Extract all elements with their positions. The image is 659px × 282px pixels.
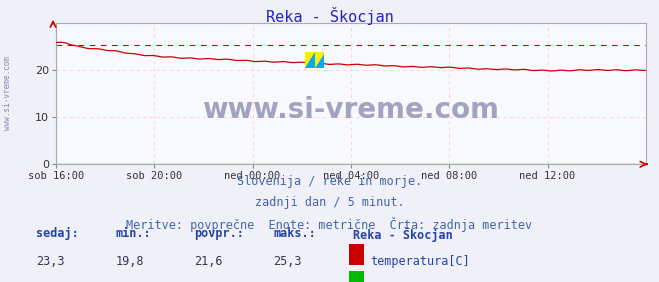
Text: 19,8: 19,8 [115, 255, 144, 268]
Text: www.si-vreme.com: www.si-vreme.com [202, 96, 500, 124]
Text: temperatura[C]: temperatura[C] [370, 255, 470, 268]
Text: Meritve: povprečne  Enote: metrične  Črta: zadnja meritev: Meritve: povprečne Enote: metrične Črta:… [127, 217, 532, 232]
Text: 23,3: 23,3 [36, 255, 65, 268]
Text: sedaj:: sedaj: [36, 227, 79, 240]
Text: www.si-vreme.com: www.si-vreme.com [3, 56, 13, 130]
Text: Reka - Škocjan: Reka - Škocjan [353, 227, 452, 242]
Text: 25,3: 25,3 [273, 255, 302, 268]
Text: min.:: min.: [115, 227, 151, 240]
Polygon shape [314, 52, 324, 68]
Text: povpr.:: povpr.: [194, 227, 244, 240]
Text: zadnji dan / 5 minut.: zadnji dan / 5 minut. [254, 196, 405, 209]
Text: maks.:: maks.: [273, 227, 316, 240]
Text: Reka - Škocjan: Reka - Škocjan [266, 7, 393, 25]
Text: 21,6: 21,6 [194, 255, 223, 268]
Polygon shape [304, 52, 314, 68]
Text: Slovenija / reke in morje.: Slovenija / reke in morje. [237, 175, 422, 188]
